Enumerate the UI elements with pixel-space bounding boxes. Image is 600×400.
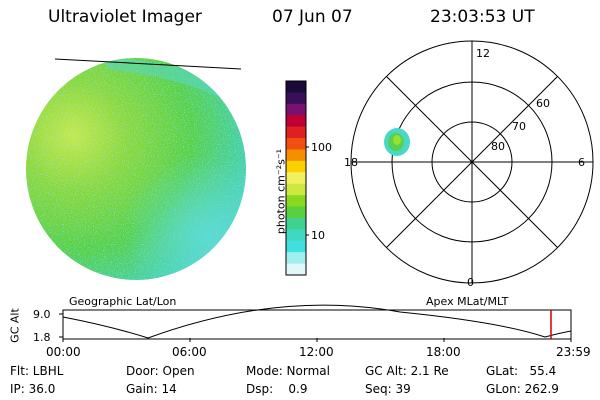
date-label: 07 Jun 07 (272, 7, 353, 27)
altitude-plot (59, 304, 572, 342)
colorbar-segment (286, 81, 306, 94)
colorbar-segment (286, 240, 306, 253)
gc-alt-value: GC Alt: 2.1 Re (365, 364, 449, 378)
colorbar-segment (286, 172, 306, 185)
lat-label-60: 60 (536, 97, 550, 110)
colorbar-segment (286, 263, 306, 276)
x-tick-0600: 06:00 (172, 345, 207, 359)
x-tick-0000: 00:00 (46, 345, 81, 359)
colorbar-segment (286, 252, 306, 265)
colorbar-frame (285, 80, 307, 276)
x-tick-1800: 18:00 (426, 345, 461, 359)
alt-tick-top: 9.0 (33, 308, 51, 321)
mlt-label-6: 6 (578, 156, 585, 169)
colorbar-segment (286, 92, 306, 105)
filter-value: Flt: LBHL (10, 364, 64, 378)
apex-label: Apex MLat/MLT (426, 295, 509, 308)
colorbar-segment (286, 217, 306, 230)
glat-value: GLat: 55.4 (486, 364, 557, 378)
geographic-label: Geographic Lat/Lon (69, 295, 177, 308)
colorbar-segment (286, 115, 306, 128)
colorbar-tick-10: 10 (311, 229, 325, 242)
dsp-value: Dsp: 0.9 (246, 382, 308, 396)
colorbar-segment (286, 229, 306, 242)
mlt-label-18: 18 (344, 156, 358, 169)
colorbar-segment (286, 206, 306, 219)
colorbar (285, 80, 307, 276)
gain-value: Gain: 14 (126, 382, 177, 396)
lat-label-70: 70 (512, 120, 526, 133)
colorbar-segment (286, 160, 306, 173)
polar-plot (350, 40, 594, 284)
seq-value: Seq: 39 (365, 382, 411, 396)
x-tick-1200: 12:00 (299, 345, 334, 359)
mlt-label-0: 0 (467, 276, 474, 289)
door-value: Door: Open (126, 364, 195, 378)
mlt-label-12: 12 (476, 47, 490, 60)
x-tick-2359: 23:59 (556, 345, 591, 359)
lat-label-80: 80 (491, 140, 505, 153)
colorbar-segment (286, 103, 306, 116)
mode-value: Mode: Normal (246, 364, 330, 378)
instrument-title: Ultraviolet Imager (48, 7, 202, 27)
glon-value: GLon: 262.9 (486, 382, 559, 396)
colorbar-unit-label: photon cm⁻²s⁻¹ (274, 148, 288, 235)
uv-earth-image (26, 58, 246, 280)
colorbar-segment (286, 138, 306, 151)
colorbar-tick-100: 100 (311, 141, 332, 154)
time-label: 23:03:53 UT (430, 7, 535, 27)
colorbar-segment (286, 149, 306, 162)
colorbar-segment (286, 183, 306, 196)
alt-tick-bottom: 1.8 (33, 331, 51, 344)
gc-alt-axis-label: GC Alt (8, 308, 22, 343)
auroral-spot (384, 128, 410, 156)
colorbar-segment (286, 126, 306, 139)
ip-value: IP: 36.0 (10, 382, 56, 396)
colorbar-segment (286, 195, 306, 208)
